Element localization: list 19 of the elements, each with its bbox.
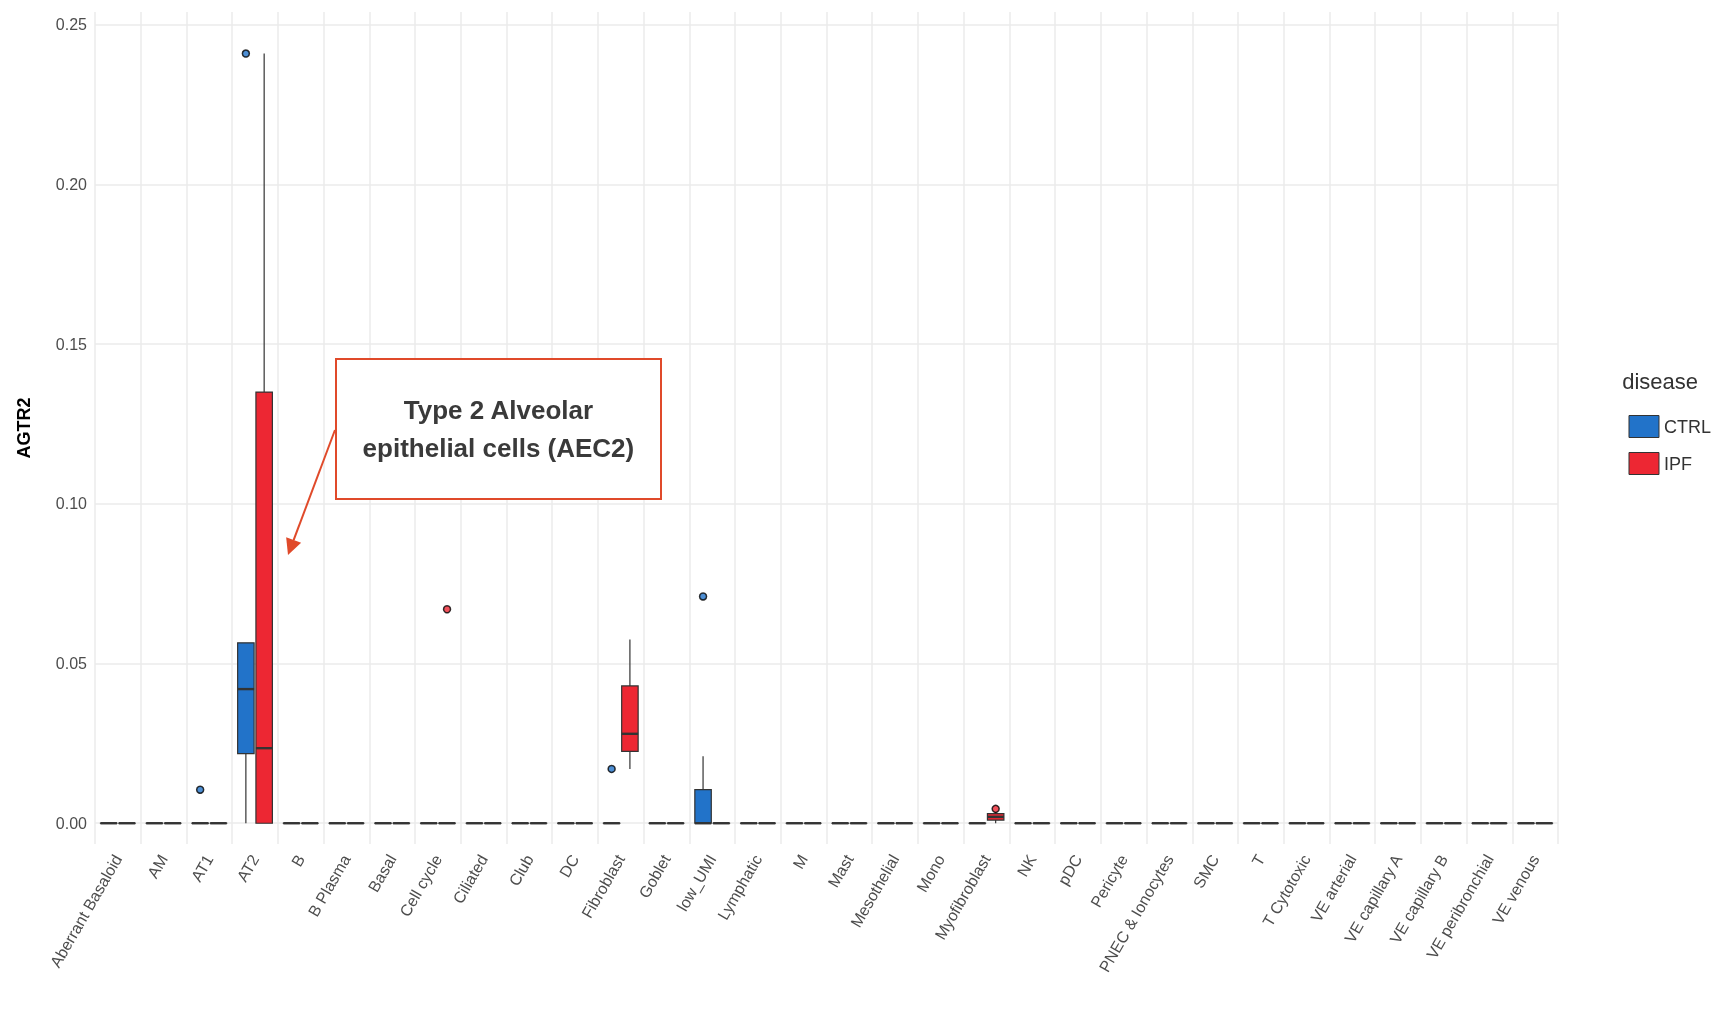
annotation: Type 2 Alveolar epithelial cells (AEC2) (361, 393, 636, 465)
x-tick-label: M (789, 851, 811, 872)
x-tick-label: T (1248, 851, 1269, 869)
legend-label: IPF (1664, 453, 1693, 474)
legend-label: CTRL (1664, 416, 1712, 437)
legend-title: disease (1622, 368, 1699, 394)
y-tick-label: 0.00 (55, 814, 88, 832)
y-tick-label: 0.15 (55, 335, 88, 353)
x-tick-label: DC (556, 851, 583, 881)
callout-box: Type 2 Alveolar epithelial cells (AEC2) (334, 357, 662, 500)
y-tick-label: 0.25 (55, 16, 88, 34)
x-tick-label: NK (1013, 851, 1040, 880)
y-tick-label: 0.10 (55, 495, 88, 513)
x-tick-label: AM (144, 851, 171, 882)
x-tick-label: B (288, 851, 309, 870)
y-tick-label: 0.20 (55, 175, 88, 193)
y-tick-label: 0.05 (55, 655, 88, 673)
x-tick-label: AT1 (187, 851, 217, 885)
y-axis-title: AGTR2 (14, 397, 34, 459)
